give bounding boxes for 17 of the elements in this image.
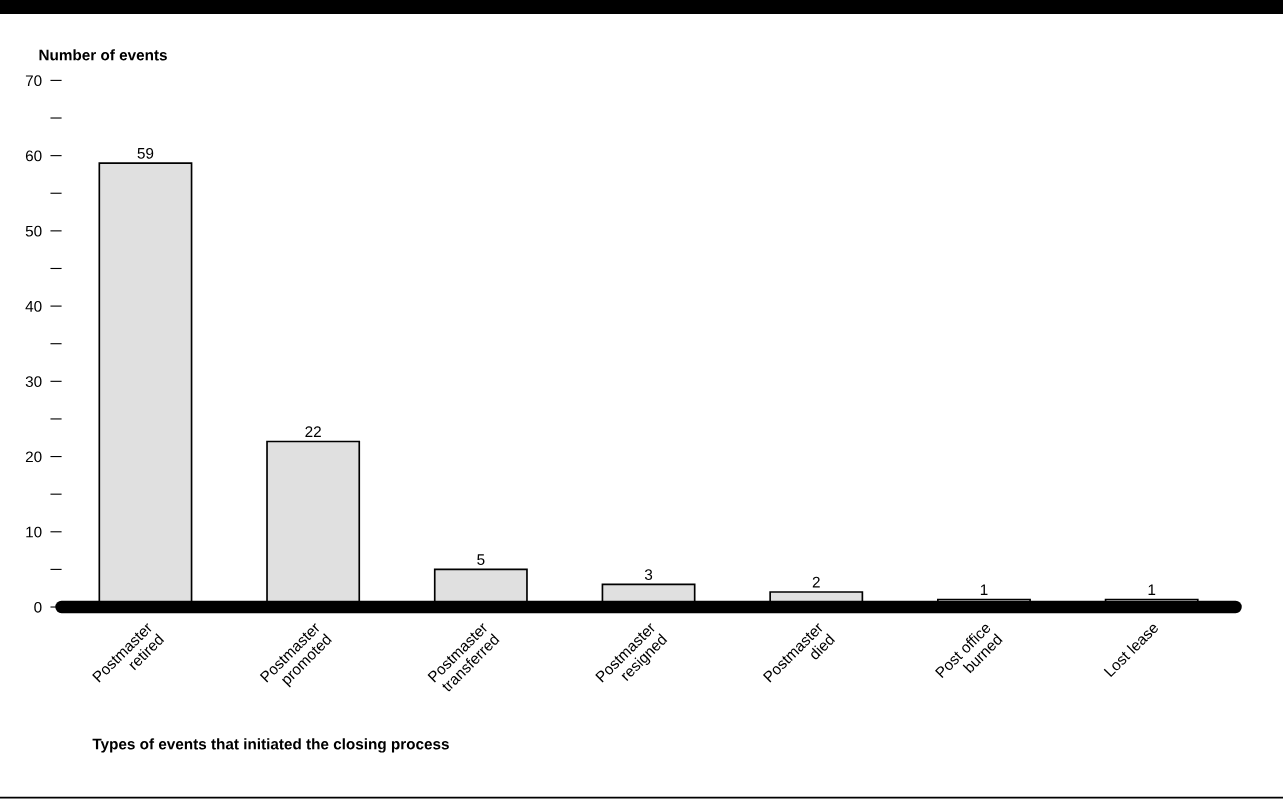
data-label: 59 [137,147,154,159]
data-label: 1 [1148,584,1156,595]
y-tick-label: 0 [34,601,42,613]
data-label: 5 [477,554,485,565]
y-tick-label: 70 [25,75,42,87]
y-tick-label: 30 [25,376,42,388]
y-tick-label: 50 [25,225,42,237]
x-axis-title: Types of events that initiated the closing process [92,738,449,753]
data-label: 2 [812,576,820,588]
data-label: 1 [980,584,988,595]
y-tick-label: 40 [25,300,42,312]
y-tick-label: 10 [26,526,42,538]
data-label: 3 [644,569,653,581]
y-axis-title: Number of events [39,49,167,61]
data-label: 22 [305,426,321,437]
y-tick-label: 60 [25,150,42,162]
y-tick-label: 20 [25,451,42,463]
